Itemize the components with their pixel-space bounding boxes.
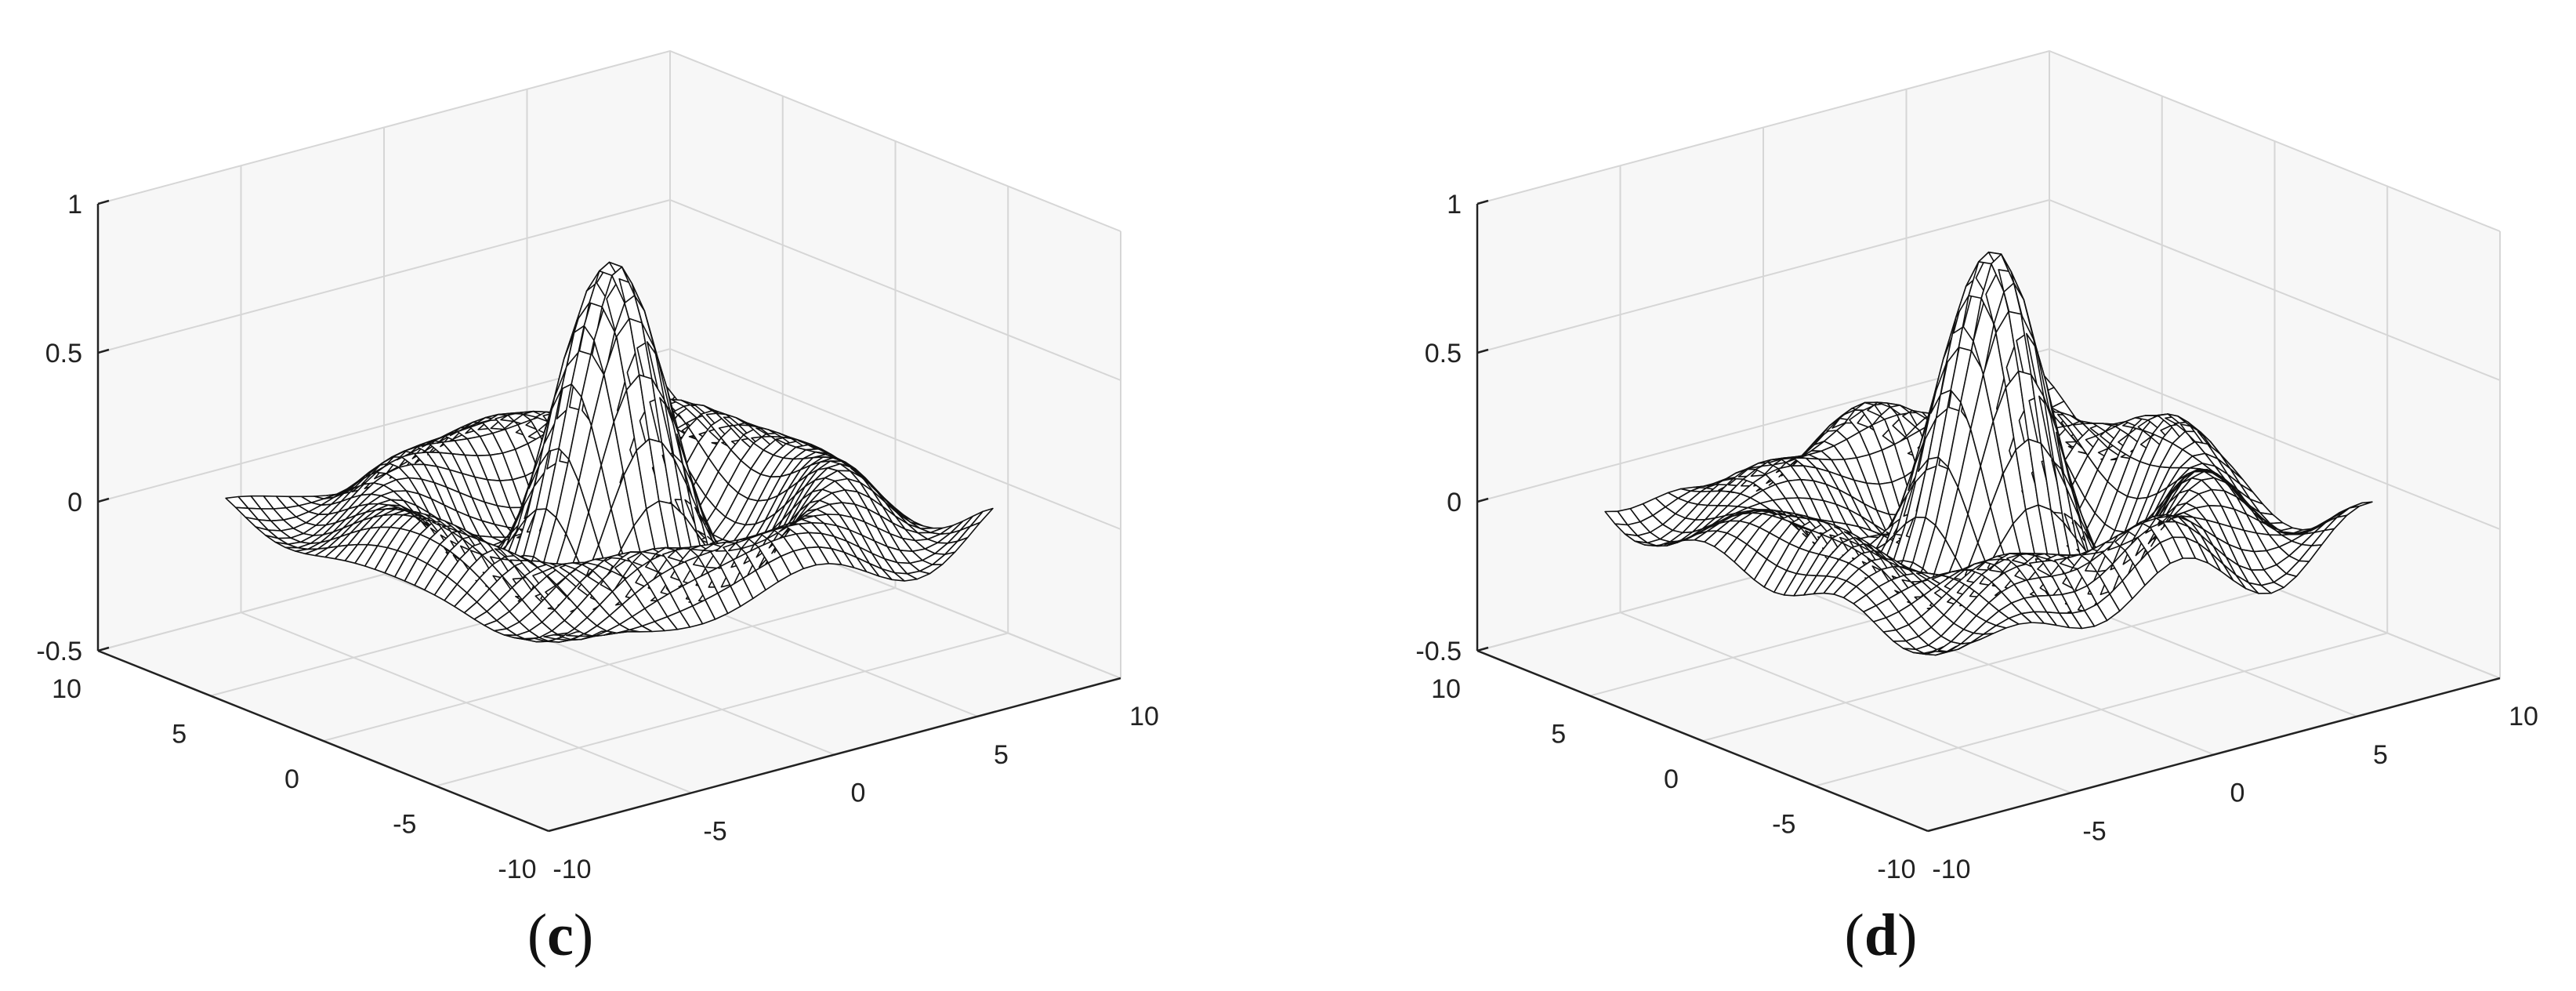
- panel-label-c: (c): [527, 902, 594, 968]
- y-tick-label: 0: [1664, 764, 1679, 794]
- z-tick-label: -0.5: [36, 637, 82, 666]
- z-tick-label: 0.5: [1425, 339, 1462, 368]
- x-tick-label: -5: [703, 816, 726, 846]
- z-tick-label: -0.5: [1415, 637, 1462, 666]
- grid-line: [323, 587, 896, 742]
- panel-label-d: (d): [1844, 902, 1918, 968]
- grid-line: [1476, 49, 2501, 232]
- z-tick-label: 0.5: [45, 339, 82, 368]
- x-tick-label: 10: [1129, 702, 1159, 731]
- surface-mesh: [1604, 251, 2373, 656]
- y-tick-label: 5: [1551, 720, 1566, 750]
- z-tick: [1476, 348, 1489, 354]
- x-axis-line: [1927, 677, 2501, 833]
- y-tick-label: 0: [284, 764, 299, 794]
- x-tick-label: 0: [851, 779, 866, 808]
- y-tick-label: 10: [52, 674, 82, 704]
- x-tick-label: -5: [2082, 816, 2106, 846]
- surface-panel-d: -0.5 0 0.5 1 -10 -5 0 5 10 -10 -5 0 5 10 (d): [1379, 0, 2576, 991]
- z-tick-label: 0: [67, 488, 82, 517]
- grid-line: [1476, 347, 2501, 530]
- z-tick-label: 1: [1447, 190, 1462, 220]
- y-tick-label: 10: [1431, 674, 1461, 704]
- x-tick-label: 5: [2373, 740, 2388, 770]
- z-tick: [1476, 497, 1489, 503]
- axes: [96, 199, 1121, 833]
- axes: [1476, 199, 2501, 833]
- surface-plot-d: -0.5 0 0.5 1 -10 -5 0 5 10 -10 -5 0 5 10: [1415, 49, 2538, 878]
- y-axis-line: [1476, 649, 1929, 833]
- tick-labels: -0.5 0 0.5 1 -10 -5 0 5 10 -10 -5 0 5 10: [1415, 190, 2538, 878]
- panel-label-c-text: c: [547, 902, 574, 968]
- surface-mesh: [225, 261, 994, 643]
- grid-line: [1476, 198, 2501, 381]
- z-tick: [97, 348, 110, 354]
- surface-panel-c: -0.5 0 0.5 1 -10 -5 0 5 10 -10 -5 0 5 10 (c): [0, 0, 1285, 991]
- z-tick: [1476, 646, 1489, 652]
- z-tick: [97, 199, 110, 205]
- y-tick-label: -10: [1877, 855, 1915, 878]
- tick-labels: -0.5 0 0.5 1 -10 -5 0 5 10 -10 -5 0 5 10: [36, 190, 1159, 878]
- grid-line: [97, 49, 1121, 232]
- x-tick-label: -10: [553, 855, 591, 878]
- grid-line: [97, 347, 1121, 530]
- mesh-cell: [2349, 501, 2373, 509]
- x-tick-label: -10: [1932, 855, 1970, 878]
- y-tick-label: 5: [172, 720, 187, 750]
- x-axis-line: [548, 677, 1121, 833]
- y-tick-label: -5: [1772, 810, 1795, 840]
- z-tick: [97, 497, 110, 503]
- grid-line: [1702, 587, 2275, 742]
- y-axis-line: [97, 649, 549, 833]
- grid-line: [97, 198, 1121, 381]
- surface-plot-c: -0.5 0 0.5 1 -10 -5 0 5 10 -10 -5 0 5 10: [36, 49, 1159, 878]
- x-tick-label: 5: [994, 740, 1009, 770]
- z-tick: [1476, 199, 1489, 205]
- z-tick: [97, 646, 110, 652]
- x-tick-label: 10: [2509, 702, 2538, 731]
- x-tick-label: 0: [2230, 779, 2245, 808]
- y-tick-label: -10: [498, 855, 536, 878]
- mesh-cell: [969, 507, 994, 528]
- y-tick-label: -5: [393, 810, 416, 840]
- z-tick-label: 1: [67, 190, 82, 220]
- z-tick-label: 0: [1447, 488, 1462, 517]
- panel-label-d-text: d: [1864, 902, 1898, 968]
